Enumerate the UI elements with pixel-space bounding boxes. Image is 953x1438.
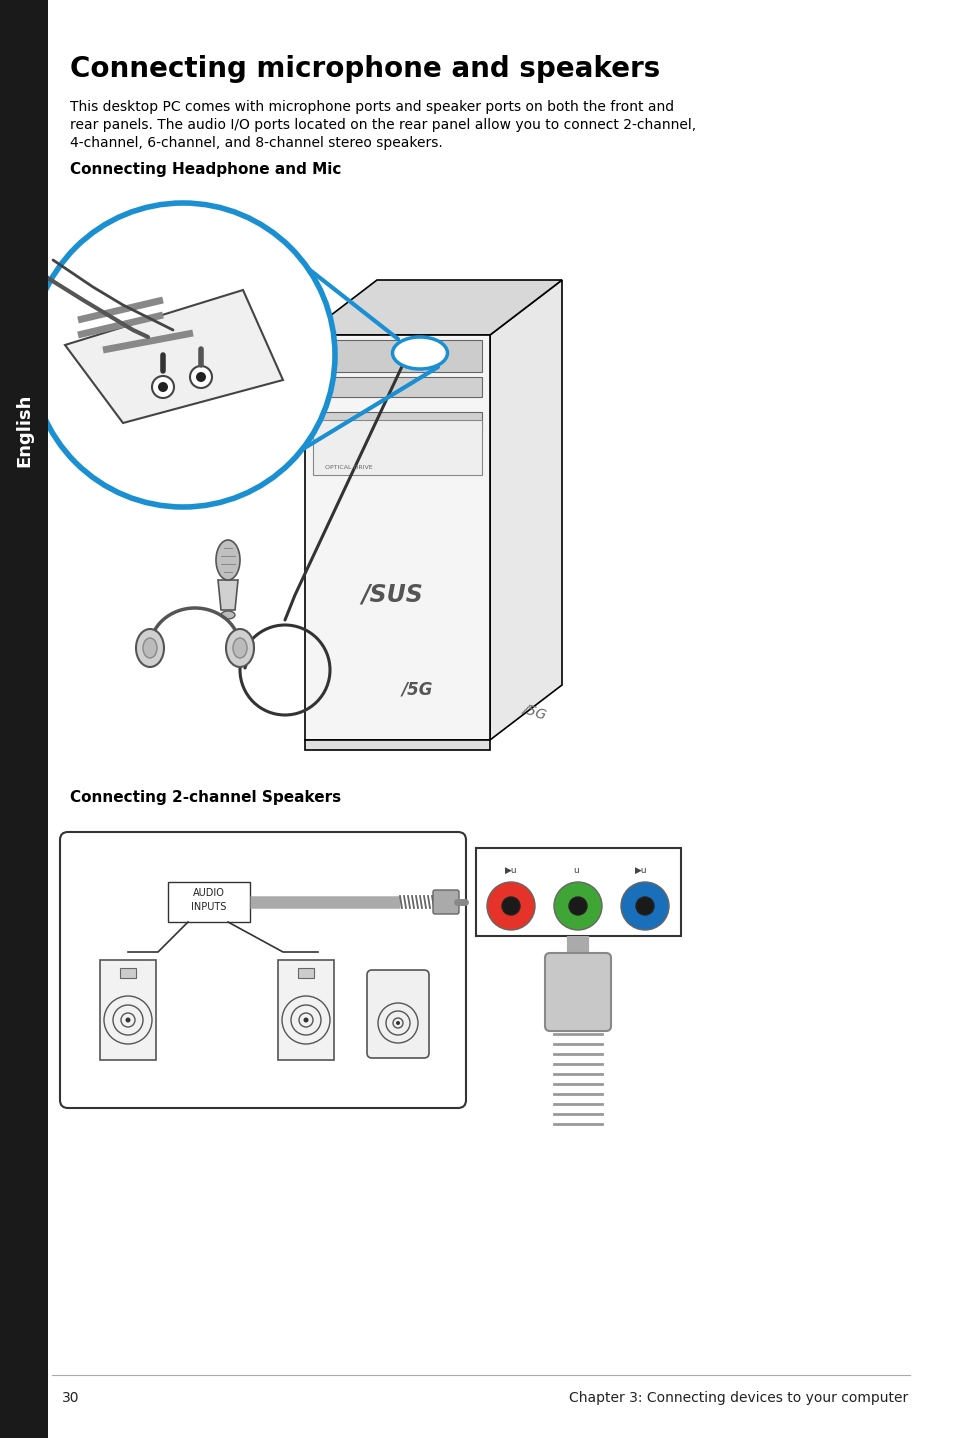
Circle shape: [436, 352, 443, 360]
Bar: [313, 413, 481, 430]
Bar: [120, 968, 136, 978]
Text: 30: 30: [62, 1391, 79, 1405]
FancyBboxPatch shape: [433, 890, 458, 915]
Ellipse shape: [221, 611, 234, 618]
Circle shape: [190, 367, 212, 388]
Polygon shape: [305, 280, 561, 335]
Circle shape: [395, 352, 403, 360]
Ellipse shape: [392, 336, 447, 370]
Bar: [476, 848, 680, 936]
Polygon shape: [65, 290, 283, 423]
Text: Connecting microphone and speakers: Connecting microphone and speakers: [70, 55, 659, 83]
Text: rear panels. The audio I/O ports located on the rear panel allow you to connect : rear panels. The audio I/O ports located…: [70, 118, 696, 132]
Text: /5G: /5G: [519, 702, 547, 722]
Text: Chapter 3: Connecting devices to your computer: Chapter 3: Connecting devices to your co…: [568, 1391, 907, 1405]
Bar: [305, 335, 490, 741]
Ellipse shape: [215, 541, 240, 580]
Text: ▶u: ▶u: [634, 866, 647, 874]
Circle shape: [126, 1018, 131, 1022]
Circle shape: [620, 881, 668, 930]
Bar: [277, 961, 334, 1060]
Circle shape: [501, 897, 519, 915]
Ellipse shape: [136, 628, 164, 667]
Text: /5G: /5G: [401, 682, 433, 699]
FancyBboxPatch shape: [544, 953, 610, 1031]
Bar: [297, 968, 314, 978]
Circle shape: [486, 881, 535, 930]
Circle shape: [554, 881, 601, 930]
Bar: [313, 339, 481, 372]
Text: INPUTS: INPUTS: [192, 902, 227, 912]
Circle shape: [568, 897, 586, 915]
Bar: [100, 961, 156, 1060]
Text: English: English: [15, 394, 33, 467]
Circle shape: [152, 375, 173, 398]
Text: ▶u: ▶u: [504, 866, 517, 874]
Text: OPTICAL DRIVE: OPTICAL DRIVE: [325, 464, 373, 470]
Circle shape: [158, 383, 168, 393]
Circle shape: [636, 897, 654, 915]
Text: u: u: [573, 866, 578, 874]
FancyBboxPatch shape: [60, 833, 465, 1109]
Ellipse shape: [226, 628, 253, 667]
FancyBboxPatch shape: [367, 971, 429, 1058]
Text: Connecting Headphone and Mic: Connecting Headphone and Mic: [70, 162, 341, 177]
Bar: [0, 0, 48, 1438]
Circle shape: [30, 203, 335, 508]
Ellipse shape: [233, 638, 247, 659]
Ellipse shape: [143, 638, 157, 659]
Polygon shape: [490, 280, 561, 741]
Bar: [313, 377, 481, 397]
Polygon shape: [218, 580, 237, 610]
Circle shape: [416, 352, 423, 360]
Text: /SUS: /SUS: [361, 582, 422, 607]
Bar: [168, 881, 250, 922]
Text: 4-channel, 6-channel, and 8-channel stereo speakers.: 4-channel, 6-channel, and 8-channel ster…: [70, 137, 442, 150]
Circle shape: [395, 1021, 399, 1025]
Text: This desktop PC comes with microphone ports and speaker ports on both the front : This desktop PC comes with microphone po…: [70, 101, 674, 114]
Text: AUDIO: AUDIO: [193, 889, 225, 897]
Circle shape: [303, 1018, 308, 1022]
Bar: [313, 420, 481, 475]
Circle shape: [195, 372, 206, 383]
Text: Connecting 2-channel Speakers: Connecting 2-channel Speakers: [70, 789, 341, 805]
Bar: [305, 741, 490, 751]
